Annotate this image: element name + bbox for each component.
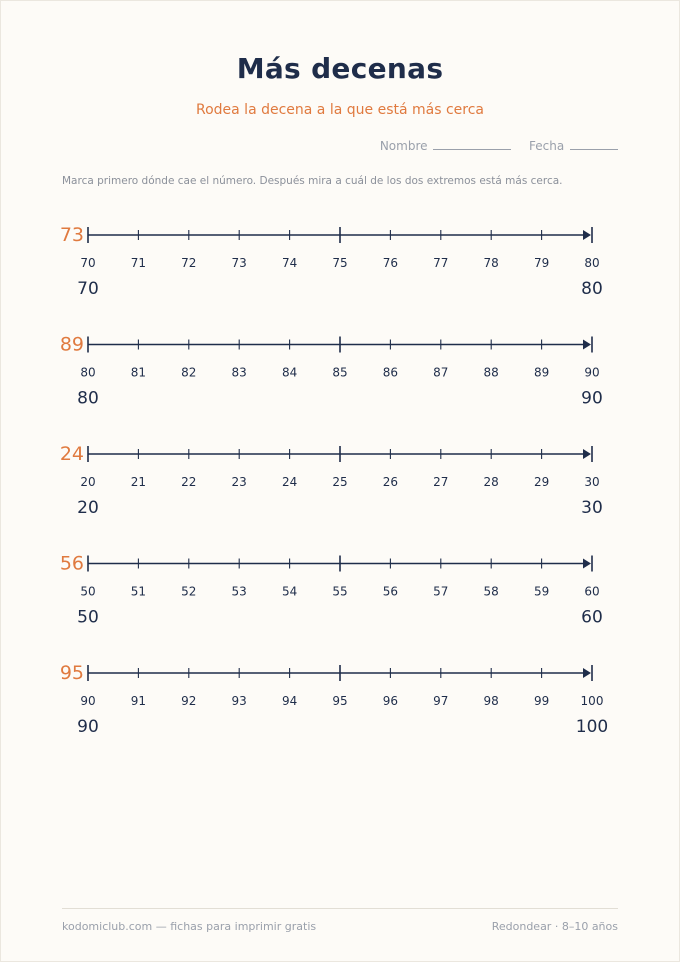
tick-label: 26 — [383, 475, 398, 489]
tick-label: 21 — [131, 475, 146, 489]
tick-label: 24 — [282, 475, 297, 489]
high-ten: 30 — [581, 498, 603, 518]
tick-label: 71 — [131, 256, 146, 270]
target-number: 73 — [60, 224, 84, 246]
tick-label: 81 — [131, 366, 146, 380]
date-label: Fecha — [528, 139, 565, 153]
tick-label: 89 — [534, 366, 549, 380]
tick-label: 100 — [581, 694, 604, 708]
tick-label: 52 — [181, 585, 196, 599]
tick-label: 22 — [181, 475, 196, 489]
high-ten: 60 — [581, 608, 603, 628]
tick-label: 78 — [484, 256, 499, 270]
tick-label: 76 — [383, 256, 398, 270]
tick-label: 58 — [484, 585, 499, 599]
tick-label: 90 — [584, 366, 599, 380]
name-label: Nombre — [379, 139, 428, 153]
target-number: 95 — [60, 662, 84, 684]
tick-label: 80 — [80, 366, 95, 380]
name-blank[interactable] — [433, 149, 512, 150]
date-blank[interactable] — [570, 149, 618, 150]
tick-label: 79 — [534, 256, 549, 270]
tick-label: 75 — [332, 256, 347, 270]
arrow-head — [583, 339, 591, 350]
low-ten: 90 — [77, 717, 99, 737]
tick-label: 86 — [383, 366, 398, 380]
tick-label: 59 — [534, 585, 549, 599]
tick-label: 20 — [80, 475, 95, 489]
tick-label: 57 — [433, 585, 448, 599]
tick-label: 51 — [131, 585, 146, 599]
tick-label: 28 — [484, 475, 499, 489]
page-title: Más decenas — [236, 52, 444, 85]
tick-label: 23 — [232, 475, 247, 489]
tick-label: 98 — [484, 694, 499, 708]
arrow-head — [583, 230, 591, 240]
tick-label: 70 — [80, 256, 95, 270]
tick-label: 30 — [584, 475, 599, 489]
tick-label: 87 — [433, 366, 448, 380]
arrow-head — [583, 449, 591, 459]
footer-divider — [62, 908, 618, 909]
tick-label: 99 — [534, 694, 549, 708]
tick-label: 74 — [282, 256, 297, 270]
low-ten: 70 — [77, 279, 99, 299]
tick-label: 91 — [131, 694, 146, 708]
tick-label: 53 — [232, 585, 247, 599]
instructions: Marca primero dónde cae el número. Despu… — [62, 175, 563, 187]
tick-label: 73 — [232, 256, 247, 270]
arrow-head — [583, 668, 591, 678]
footer-site: kodomiclub.com — fichas para imprimir gr… — [62, 920, 317, 933]
target-number: 24 — [60, 443, 84, 465]
low-ten: 20 — [77, 498, 99, 518]
tick-label: 77 — [433, 256, 448, 270]
tick-label: 93 — [232, 694, 247, 708]
target-number: 56 — [60, 553, 84, 575]
tick-label: 82 — [181, 366, 196, 380]
low-ten: 80 — [77, 389, 99, 409]
tick-label: 83 — [232, 366, 247, 380]
tick-label: 95 — [332, 694, 347, 708]
name-date-fields: Nombre Fecha — [380, 139, 618, 153]
tick-label: 50 — [80, 585, 95, 599]
tick-label: 60 — [584, 585, 599, 599]
tick-label: 55 — [332, 585, 347, 599]
tick-label: 84 — [282, 366, 297, 380]
target-number: 89 — [60, 334, 84, 356]
tick-label: 94 — [282, 694, 297, 708]
tick-label: 54 — [282, 585, 297, 599]
tick-label: 88 — [484, 366, 499, 380]
high-ten: 100 — [576, 717, 608, 737]
tick-label: 29 — [534, 475, 549, 489]
tick-label: 97 — [433, 694, 448, 708]
tick-label: 96 — [383, 694, 398, 708]
footer-topic: Redondear · 8–10 años — [491, 920, 618, 933]
tick-label: 56 — [383, 585, 398, 599]
tick-label: 27 — [433, 475, 448, 489]
low-ten: 50 — [77, 608, 99, 628]
tick-label: 80 — [584, 256, 599, 270]
high-ten: 90 — [581, 389, 603, 409]
page-subtitle: Rodea la decena a la que está más cerca — [195, 102, 485, 118]
tick-label: 85 — [332, 366, 347, 380]
tick-label: 90 — [80, 694, 95, 708]
tick-label: 25 — [332, 475, 347, 489]
arrow-head — [583, 558, 591, 569]
high-ten: 80 — [581, 279, 603, 299]
tick-label: 72 — [181, 256, 196, 270]
tick-label: 92 — [181, 694, 196, 708]
